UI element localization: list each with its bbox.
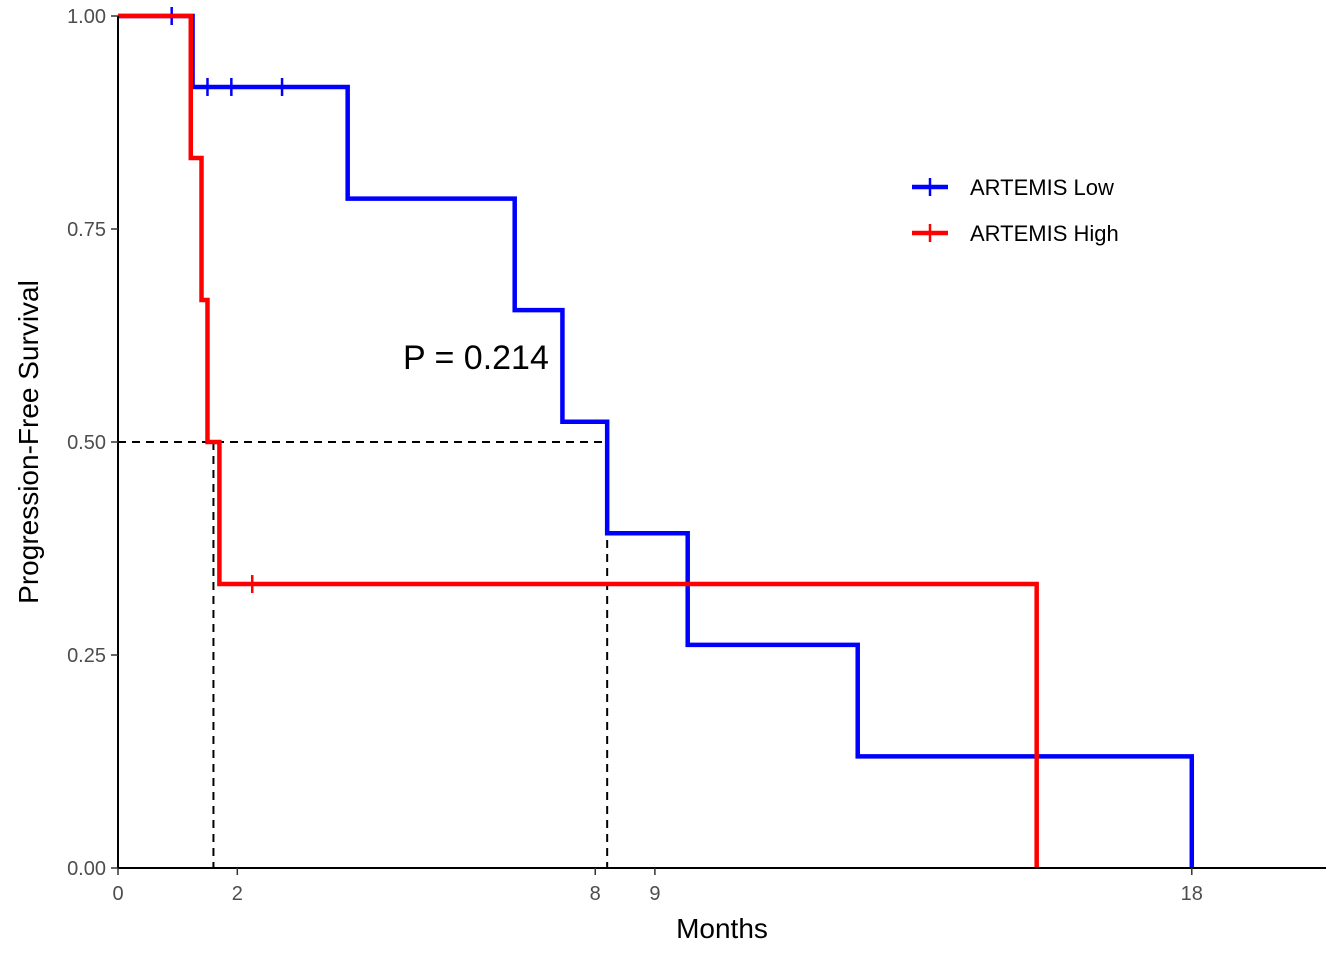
x-tick-label: 8 [590,883,601,905]
y-axis-title: Progression-Free Survival [13,280,44,604]
survival-line [118,13,1195,868]
x-tick-label: 9 [649,883,660,905]
x-tick-label: 2 [232,883,243,905]
y-tick-label: 0.75 [67,219,106,241]
legend-label: ARTEMIS High [970,221,1119,246]
y-tick-label: 0.00 [67,858,106,880]
survival-line [118,13,1039,868]
axes: 0 2 8 9 18 0.00 0.25 0.50 0.75 1.00 [67,6,1326,905]
x-axis-ticks: 0 2 8 9 18 [112,868,1203,905]
survival-curves [118,7,1195,868]
p-value-annotation: P = 0.214 [403,339,549,377]
y-tick-label: 0.25 [67,645,106,667]
y-tick-label: 0.50 [67,432,106,454]
series-artemis-low [118,7,1195,868]
y-axis-ticks: 0.00 0.25 0.50 0.75 1.00 [67,6,118,880]
series-artemis-high [118,13,1039,868]
legend: ARTEMIS Low ARTEMIS High [912,175,1119,246]
legend-label: ARTEMIS Low [970,175,1114,200]
x-axis-title: Months [676,913,768,944]
median-reference-lines [118,441,609,868]
x-tick-label: 18 [1181,883,1203,905]
y-tick-label: 1.00 [67,6,106,28]
legend-item: ARTEMIS Low [912,175,1114,200]
x-tick-label: 0 [112,883,123,905]
legend-item: ARTEMIS High [912,221,1119,246]
